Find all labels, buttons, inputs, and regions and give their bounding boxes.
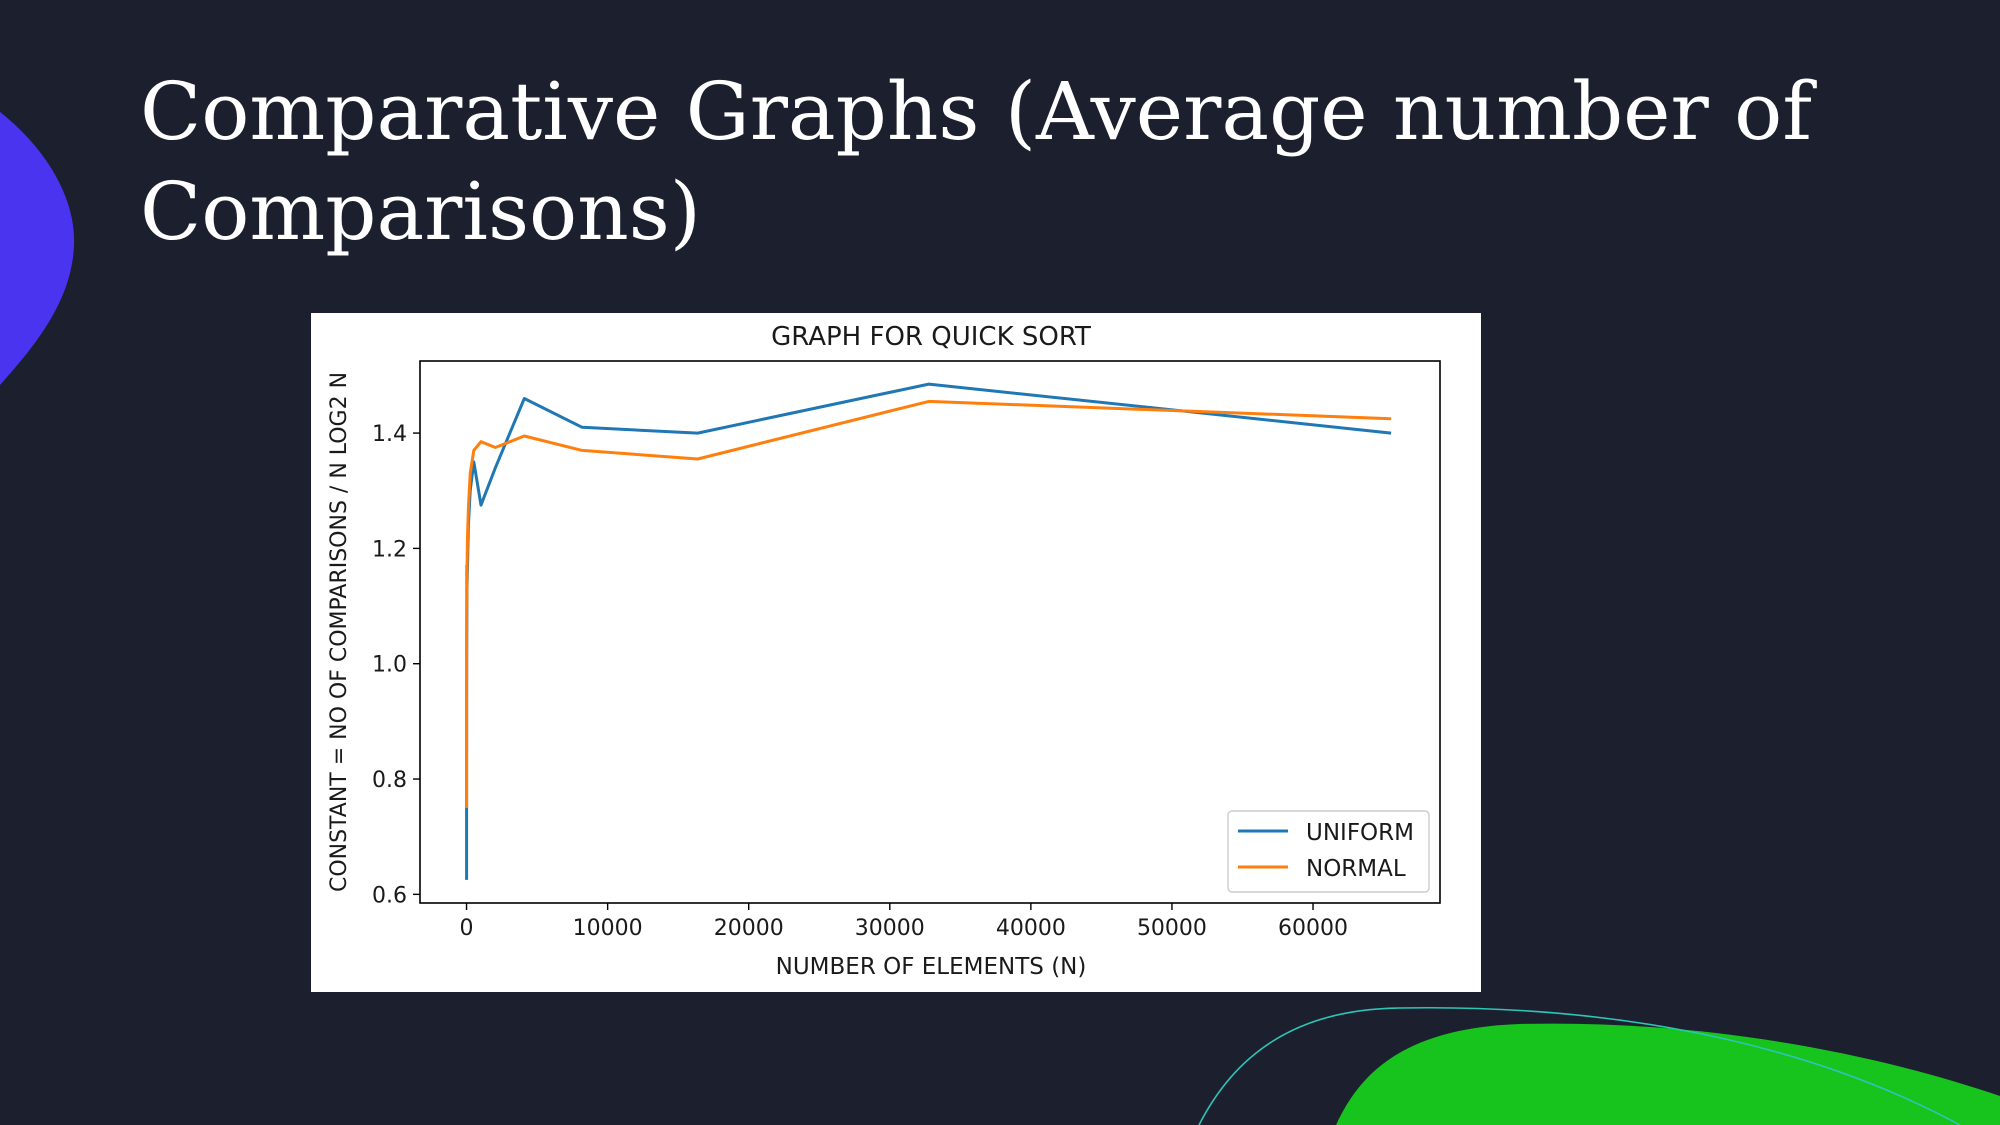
x-tick-label: 50000 <box>1137 916 1207 941</box>
y-tick-label: 0.8 <box>372 768 407 793</box>
chart-card: GRAPH FOR QUICK SORT 0 10000 20000 30000 400… <box>311 313 1481 992</box>
x-tick-label: 0 <box>460 916 474 941</box>
y-tick-label: 0.6 <box>372 883 407 908</box>
series-layer <box>465 382 1392 880</box>
plot-frame <box>419 360 1441 904</box>
x-tick-label: 10000 <box>573 916 643 941</box>
y-tick-label: 1.2 <box>372 537 407 562</box>
chart-title: GRAPH FOR QUICK SORT <box>771 322 1091 352</box>
x-axis: 0 10000 20000 30000 40000 50000 60000 <box>460 903 1348 941</box>
accent-curve <box>1198 1006 1961 1125</box>
x-tick-label: 30000 <box>855 916 925 941</box>
purple-blob <box>0 112 75 385</box>
slide-title: Comparative Graphs (Average number of Co… <box>140 65 1812 258</box>
quick-sort-chart: GRAPH FOR QUICK SORT 0 10000 20000 30000 400… <box>327 322 1441 980</box>
y-tick-label: 1.4 <box>372 422 407 447</box>
series-line-normal <box>465 399 1392 808</box>
x-tick-label: 20000 <box>714 916 784 941</box>
green-blob <box>1336 1023 2000 1125</box>
y-axis: 0.6 0.8 1.0 1.2 1.4 <box>372 422 420 908</box>
legend: UNIFORM NORMAL <box>1227 810 1430 893</box>
x-tick-label: 60000 <box>1278 916 1348 941</box>
x-tick-label: 40000 <box>996 916 1066 941</box>
legend-label-uniform: UNIFORM <box>1306 820 1414 846</box>
series-line-uniform <box>465 382 1392 880</box>
x-axis-label: NUMBER OF ELEMENTS (N) <box>776 954 1087 980</box>
y-axis-label: CONSTANT = NO OF COMPARISONS / N LOG2 N <box>327 372 352 892</box>
y-tick-label: 1.0 <box>372 653 407 678</box>
legend-label-normal: NORMAL <box>1306 856 1406 882</box>
